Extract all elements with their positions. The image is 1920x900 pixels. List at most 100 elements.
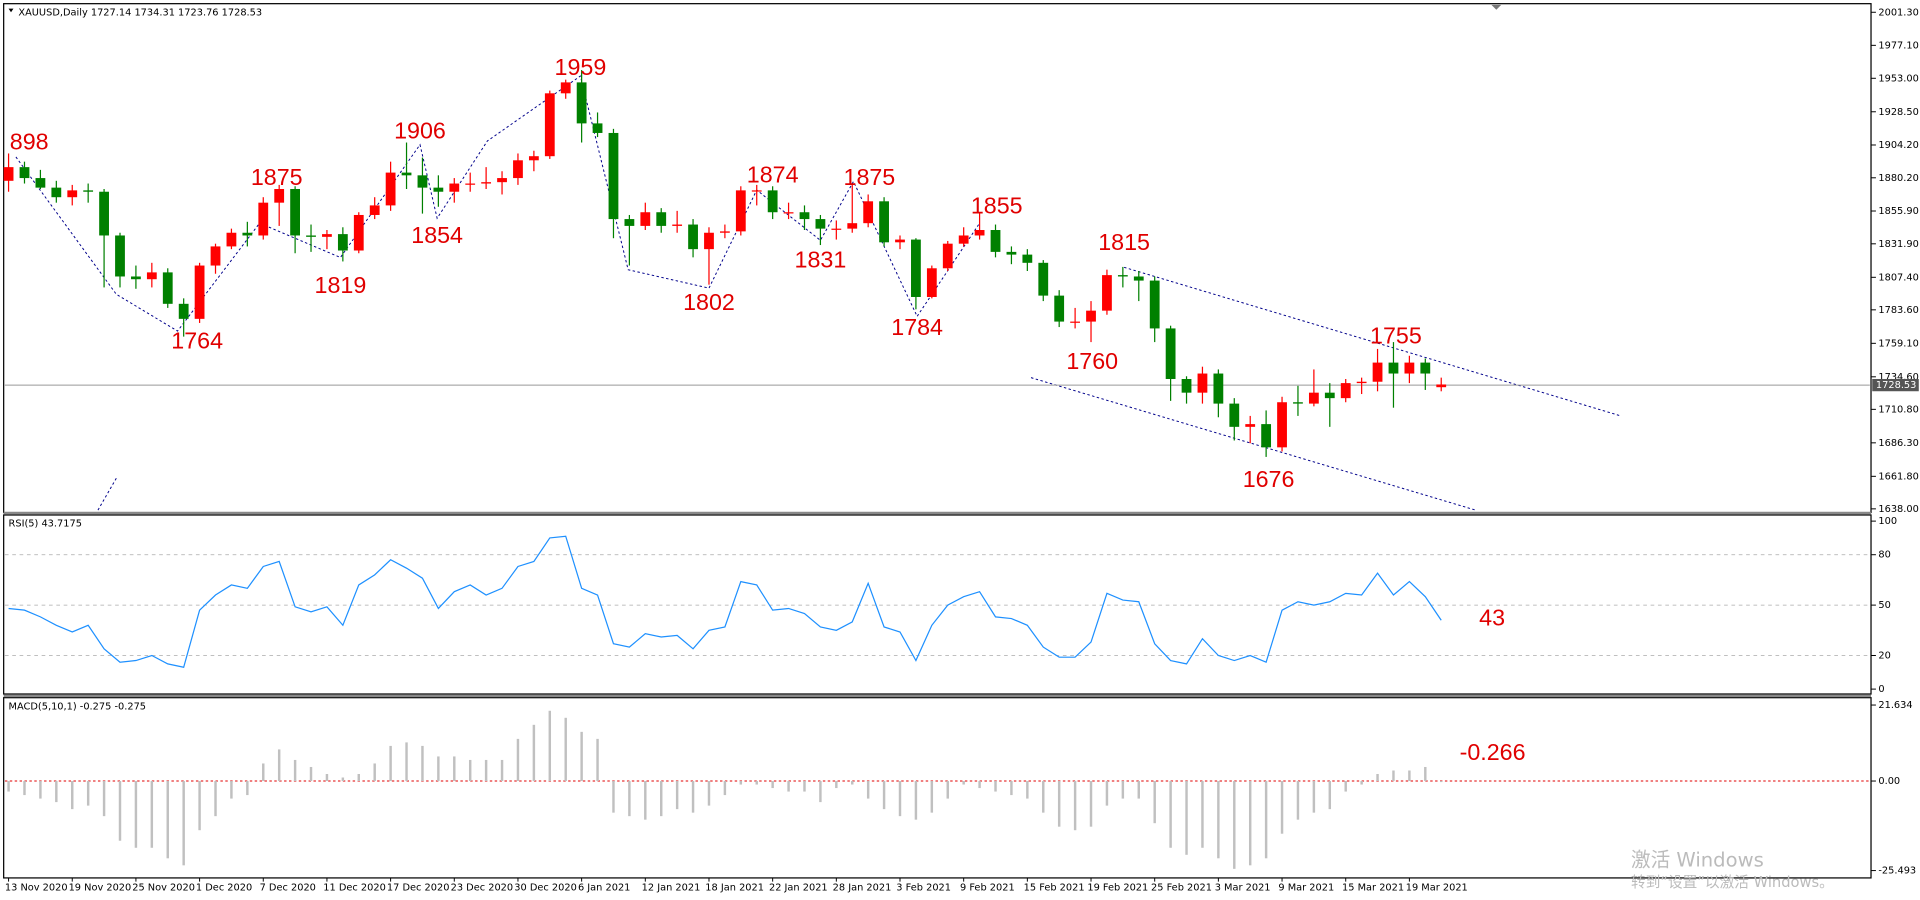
candle-body (783, 212, 794, 214)
candle-body (672, 224, 683, 226)
macd-bar (1328, 781, 1332, 810)
candle-body (704, 232, 714, 250)
candle-body (513, 160, 523, 179)
candle-body (1022, 254, 1033, 263)
macd-bar (118, 781, 122, 841)
candle-body (1261, 424, 1272, 448)
macd-bar (500, 759, 504, 782)
macd-bar (484, 759, 488, 782)
price-annotation: 898 (10, 129, 49, 155)
candle-body (1404, 362, 1415, 374)
macd-bar (1073, 781, 1077, 831)
candle-body (926, 268, 937, 297)
macd-bar (277, 749, 281, 782)
y-tick-label: 1759.10 (1878, 338, 1918, 349)
candle-body (1070, 321, 1080, 323)
macd-bar (293, 759, 297, 782)
x-tick-label: 22 Jan 2021 (769, 883, 828, 894)
macd-bar (994, 781, 997, 792)
macd-bar (851, 781, 854, 785)
macd-bar (1153, 781, 1156, 824)
price-annotation: 1875 (844, 164, 896, 190)
macd-bar (39, 781, 42, 799)
candle-body (306, 235, 316, 237)
rsi-line (8, 535, 1442, 668)
candle-body (624, 219, 635, 226)
macd-bar (1296, 781, 1300, 820)
trend-line (97, 477, 117, 511)
macd-bar (1010, 781, 1013, 796)
candle-body (1213, 373, 1224, 404)
macd-bar (898, 781, 902, 817)
macd-bar (102, 781, 106, 817)
x-tick-label: 17 Dec 2020 (387, 883, 450, 894)
macd-bar (675, 781, 679, 810)
candle-body (1197, 373, 1208, 393)
macd-bar (1042, 781, 1045, 813)
y-tick-label: 100 (1878, 516, 1897, 527)
macd-bar (71, 781, 74, 810)
candle-body (942, 243, 953, 269)
macd-bar (803, 781, 806, 792)
macd-bar (1089, 781, 1093, 827)
candle-body (353, 214, 364, 251)
x-tick-label: 30 Dec 2020 (514, 883, 577, 894)
macd-bar (1233, 781, 1236, 869)
macd-bar (214, 781, 217, 817)
y-tick-label: 1734.60 (1878, 372, 1918, 383)
macd-title: MACD(5,10,1) -0.275 -0.275 (9, 701, 146, 712)
candle-body (465, 183, 476, 185)
macd-bar (755, 781, 758, 785)
macd-bar (1185, 781, 1188, 855)
macd-bar (373, 763, 376, 782)
macd-bar (691, 781, 695, 813)
macd-bar (246, 781, 249, 796)
macd-bar (7, 781, 10, 792)
candle-body (720, 231, 730, 233)
x-tick-label: 19 Nov 2020 (69, 883, 132, 894)
price-annotation: 1760 (1066, 348, 1118, 374)
y-tick-label: 2001.30 (1878, 7, 1918, 18)
macd-bar (453, 756, 456, 782)
macd-bar (1137, 781, 1140, 799)
macd-bar (596, 738, 599, 782)
x-tick-label: 9 Feb 2021 (960, 883, 1015, 894)
macd-bar (437, 756, 440, 782)
macd-bar (1392, 770, 1395, 782)
macd-bar (1280, 781, 1284, 834)
macd-bar (1440, 781, 1443, 783)
candle-body (433, 187, 444, 192)
candle-body (576, 82, 587, 124)
candle-body (274, 189, 285, 203)
candle-body (449, 183, 460, 192)
candle-body (1356, 381, 1367, 384)
macd-bar (516, 738, 520, 782)
candle-body (1388, 362, 1399, 374)
candle-body (178, 303, 189, 319)
candle-body (1308, 392, 1319, 404)
candle-body (958, 235, 969, 244)
y-tick-label: -25.493 (1878, 866, 1916, 877)
candle-body (1420, 362, 1431, 374)
y-tick-label: 1880.20 (1878, 173, 1918, 184)
x-tick-label: 23 Dec 2020 (451, 883, 514, 894)
y-tick-label: 20 (1878, 651, 1890, 662)
y-tick-label: 0 (1878, 684, 1884, 695)
macd-bar (946, 781, 949, 799)
y-tick-label: 1710.80 (1878, 404, 1918, 415)
macd-bar (787, 781, 790, 792)
candle-body (337, 234, 348, 251)
candle-body (115, 235, 125, 277)
y-tick-label: 1783.60 (1878, 305, 1918, 316)
macd-bar (962, 781, 965, 785)
current-price-box (1872, 378, 1919, 392)
macd-bar (644, 781, 647, 820)
macd-bar (405, 742, 408, 782)
candle-body (640, 212, 651, 226)
y-tick-label: 1904.20 (1878, 140, 1918, 151)
candle-body (481, 182, 492, 184)
macd-bar (612, 781, 615, 813)
candle-body (735, 190, 746, 232)
